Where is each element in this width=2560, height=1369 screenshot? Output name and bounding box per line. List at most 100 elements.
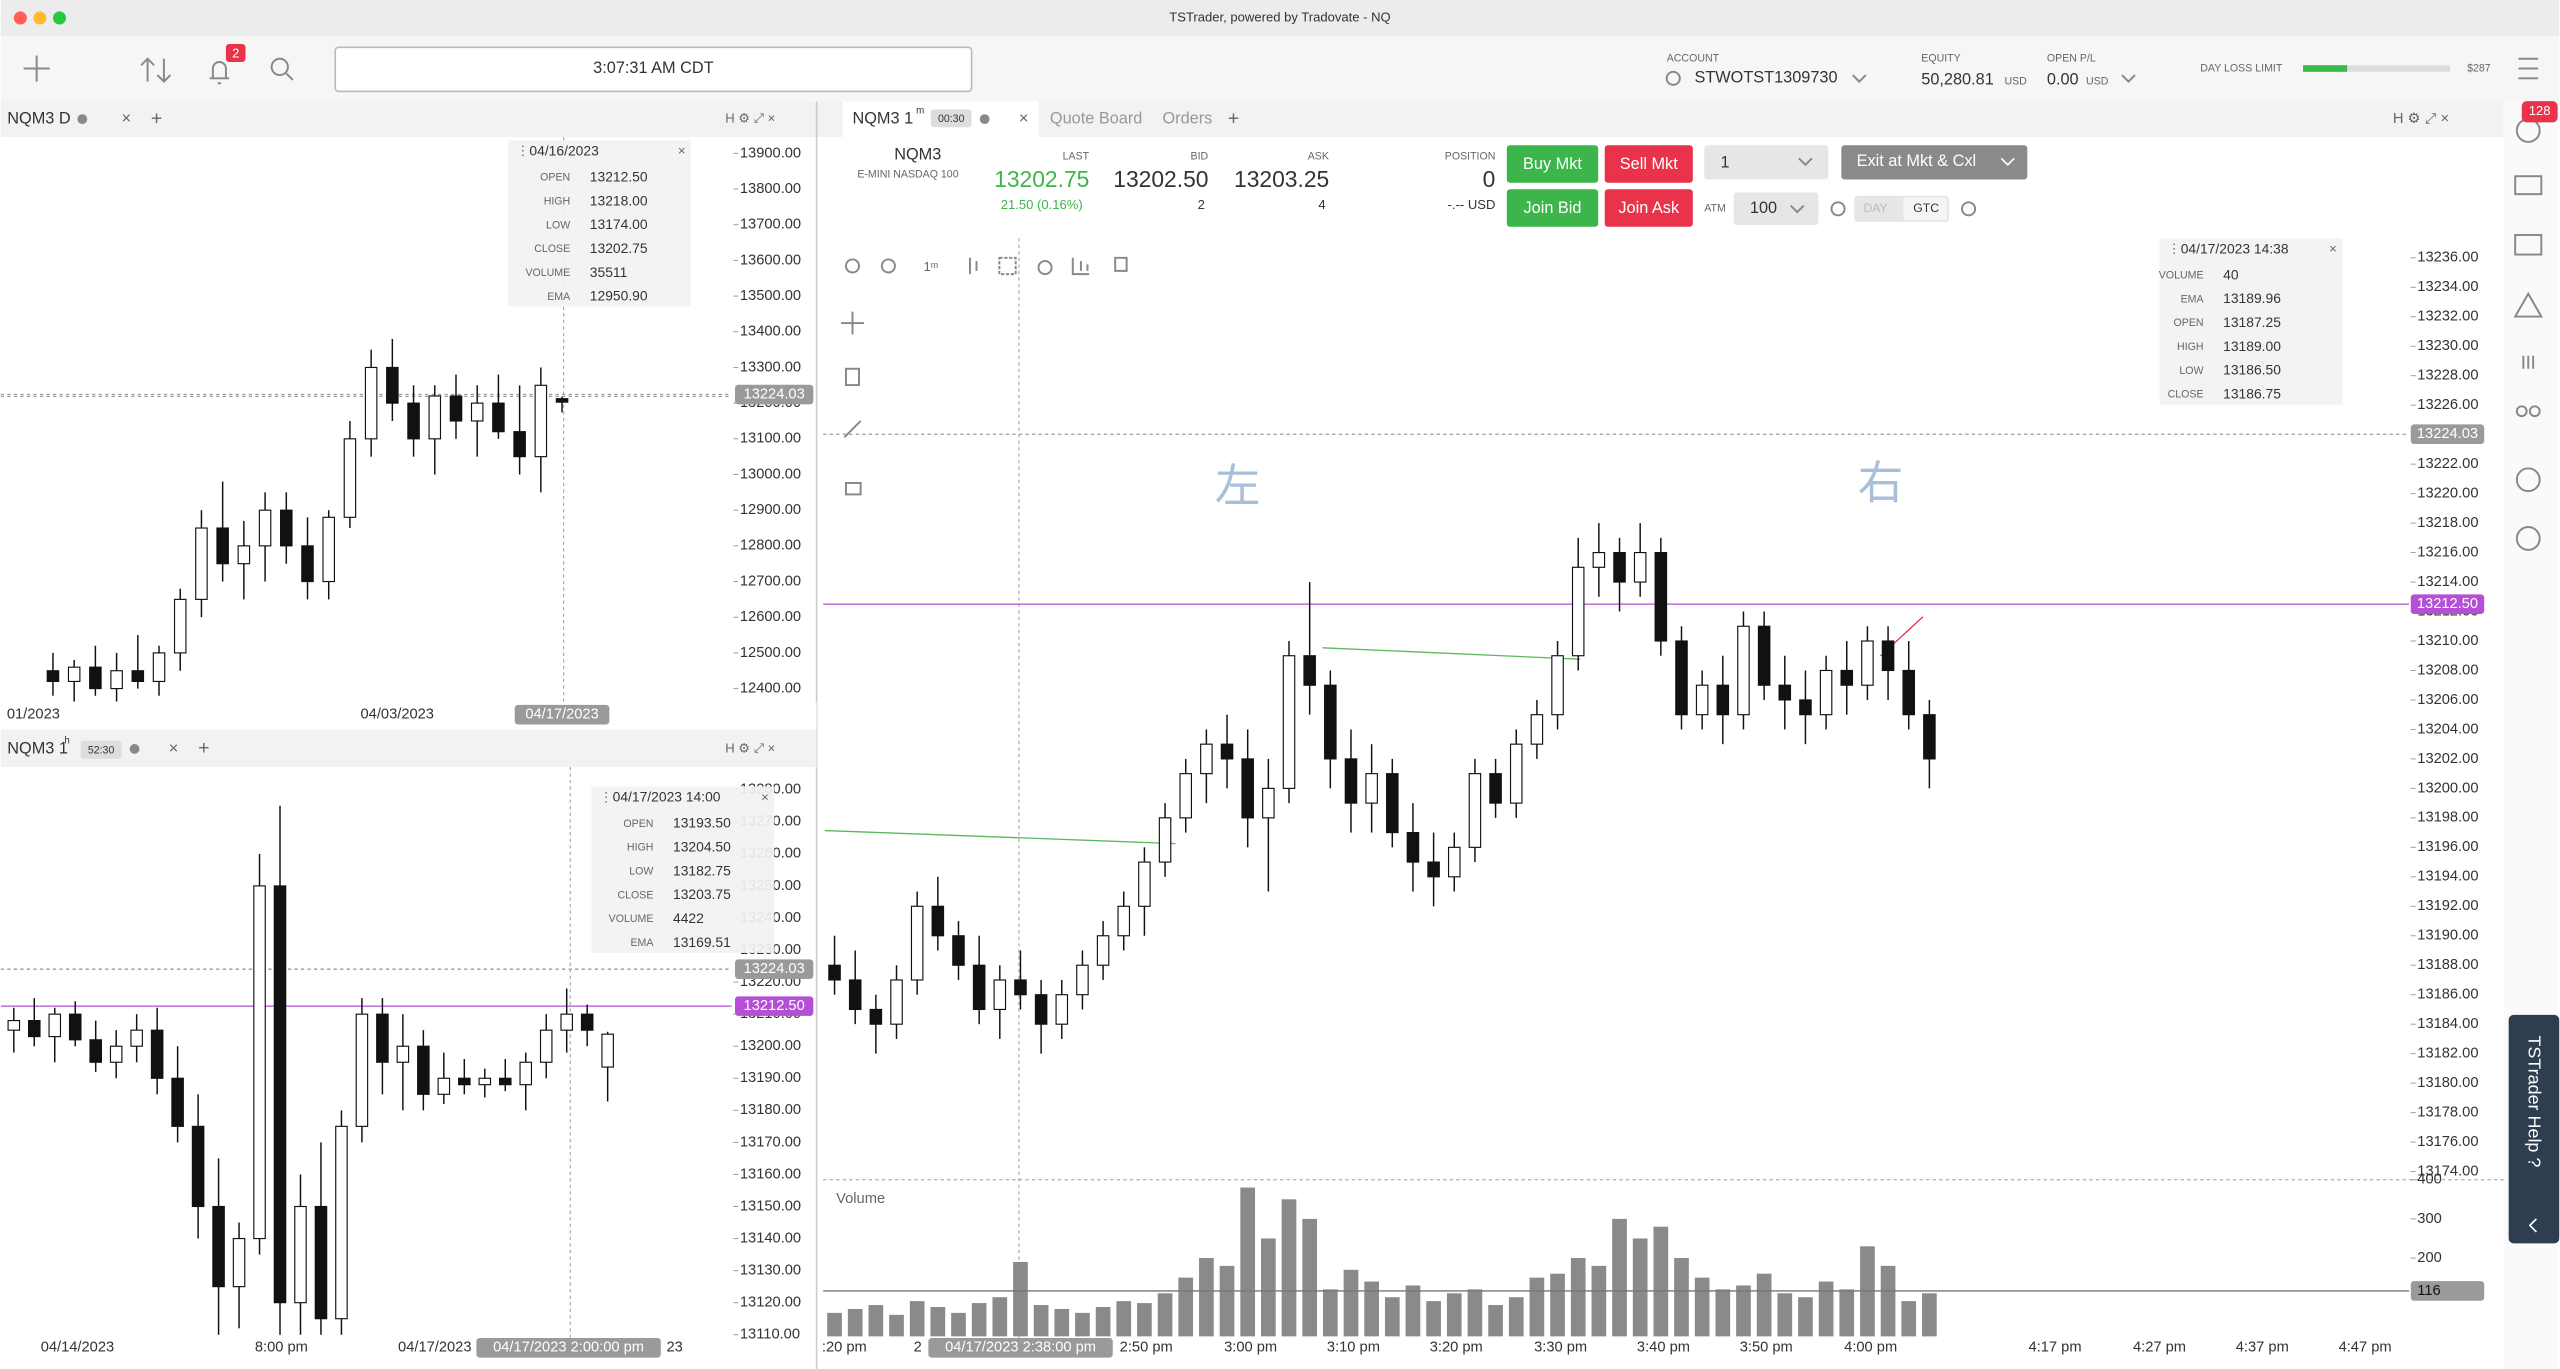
interval-icon[interactable]: 1ᵐ [923,259,938,274]
candle-body [534,384,548,458]
y-tick-label: 12800.00 [740,538,801,554]
panel-controls[interactable]: H ⚙ ⤢ × [725,740,775,755]
trend-line[interactable] [824,829,1176,845]
candle-body [280,509,293,547]
chart-tools[interactable] [841,256,1128,496]
settings-icon[interactable] [2518,57,2539,80]
candle-body [1055,994,1069,1025]
info-row-label: HIGH [544,195,570,207]
x-tick-label: 3:40 pm [1637,1340,1690,1356]
candle-body [952,935,965,966]
trend-line[interactable] [1322,647,1581,660]
volume-bar [1756,1273,1772,1337]
pl-dropdown[interactable] [2121,74,2136,83]
close-tab[interactable]: × [169,739,179,757]
info-row-value: 35511 [590,264,628,280]
candle-body [216,527,229,565]
help-tab[interactable] [2508,1014,2560,1244]
tab-hourly-timer: 52:30 [88,744,115,756]
candle-body [1840,669,1854,686]
info-row-label: OPEN [623,818,653,830]
volume-bar [909,1301,925,1337]
x-tick-label: 3:50 pm [1740,1340,1793,1356]
zoom-button[interactable] [52,11,67,25]
sidebar-badge-count: 128 [2529,103,2551,118]
y-tick-label: 13700.00 [740,217,801,233]
tif-gtc[interactable]: GTC [1913,201,1939,215]
candle-body [1716,684,1730,716]
panel-controls[interactable]: H ⚙ ⤢ × [725,111,775,126]
candle-body [68,1013,82,1041]
candle-body [1386,773,1399,834]
x-tick-label: 4:27 pm [2133,1340,2186,1356]
transfer-icon[interactable] [140,57,172,83]
y-tick-label: 13000.00 [740,466,801,482]
volume-bar [1013,1261,1028,1337]
candle-body [195,527,208,600]
candle-body [27,1019,41,1038]
volume-bar [1157,1293,1173,1337]
atm-select[interactable] [1733,192,1819,226]
x-badge [928,1337,1113,1358]
add-tab[interactable]: + [151,107,162,129]
panel-controls[interactable]: H ⚙ ⤢ × [2393,111,2449,127]
exit-button[interactable] [1841,145,2028,180]
collapse-arrow[interactable] [2528,1218,2537,1233]
candle-body [1799,699,1812,716]
tif-day[interactable]: DAY [1863,201,1887,215]
candle-body [1427,861,1440,878]
volume-bar [1137,1303,1152,1337]
volume-bar [1302,1218,1318,1337]
bell-icon[interactable] [209,61,230,85]
candle-body [171,1077,184,1127]
volume-bar [1322,1289,1338,1337]
sell-button[interactable] [1604,145,1693,183]
info-background [508,140,691,307]
minimize-button[interactable] [33,11,47,25]
close-button[interactable] [13,11,27,25]
equity-label: EQUITY [1921,53,1960,65]
candle-body [417,1045,430,1095]
search-icon[interactable] [270,57,289,77]
join-bid-button[interactable] [1506,189,1599,227]
y-tick-label: 13130.00 [740,1262,801,1278]
close-tab[interactable]: × [1019,109,1029,127]
candle-body [89,666,102,690]
add-tab[interactable]: + [198,737,209,759]
account-dropdown[interactable] [1852,74,1867,83]
y-tick-label: 13216.00 [2417,544,2478,560]
join-ask-button[interactable] [1604,189,1693,227]
add-icon[interactable] [23,55,50,82]
y-tick-label: 13206.00 [2417,692,2478,708]
info-date: 04/16/2023 [529,142,599,158]
volume-badge-label: 116 [2417,1283,2440,1299]
sidebar-icons[interactable] [2513,118,2543,551]
candle-body [1633,551,1647,583]
volume-bar [992,1297,1008,1337]
volume-bar [1694,1277,1710,1337]
x-tick-label: 2:50 pm [1120,1340,1173,1356]
candle-body [449,395,463,422]
quantity-select[interactable] [1704,145,1829,180]
gear-icon[interactable] [1830,201,1846,217]
buy-button[interactable] [1506,145,1599,183]
close-tab[interactable]: × [121,109,131,127]
tab-orders[interactable]: Orders [1163,109,1213,127]
position-label: POSITION [1445,150,1496,162]
gear-icon[interactable] [1961,201,1977,217]
candle-body [131,670,145,683]
candle-body [301,545,314,583]
candle-body [294,1205,307,1304]
account[interactable]: STWOTST1309730 [1694,69,1837,87]
volume-bar [1839,1289,1855,1337]
price-badge [735,384,814,405]
chart-layer [0,338,732,702]
candle-body [232,1237,246,1288]
tab-quote-board[interactable]: Quote Board [1050,109,1142,127]
tab-minute[interactable]: NQM3 1 [852,109,913,127]
add-tab[interactable]: + [1228,107,1239,129]
tab-daily[interactable]: NQM3 D [7,109,70,127]
tab-hourly[interactable]: NQM3 1 [7,739,68,757]
candle-body [539,1029,553,1063]
volume-bar [1426,1301,1441,1337]
